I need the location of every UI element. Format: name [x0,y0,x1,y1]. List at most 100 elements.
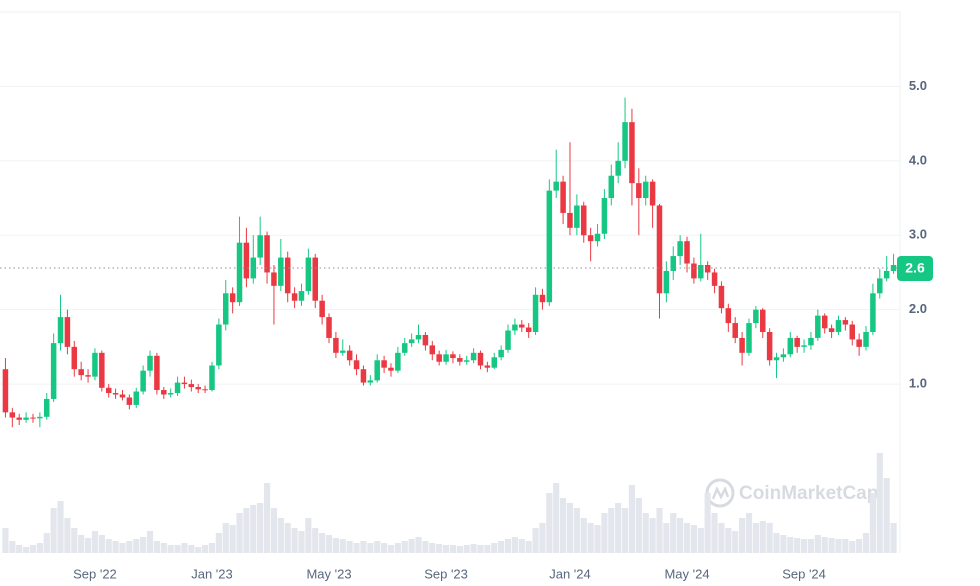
volume-bar [380,543,388,553]
volume-bar [553,483,560,553]
y-tick-label: 4.0 [909,152,927,167]
candle-body [222,293,229,325]
candle-body [580,205,587,236]
candle-body [112,393,119,395]
candle-body [71,346,78,370]
candle-body [367,380,374,383]
candle-body [243,242,250,279]
candle-body [167,393,174,395]
volume-bar [511,537,519,553]
candle-body [773,357,780,361]
volume-bar [188,545,195,553]
candle-body [9,412,16,418]
candle-body [284,257,291,294]
volume-bar [250,505,257,553]
candle-body [794,337,800,347]
volume-bar [849,541,856,553]
volume-bar [876,453,883,553]
volume-bar [670,513,677,553]
candle-body [326,317,332,338]
volume-bar [181,543,188,553]
volume-bar [222,523,229,553]
volume-bar [408,539,415,553]
volume-bar [422,541,429,553]
candle-body [140,370,146,392]
volume-bar [463,545,470,553]
candles [2,97,897,428]
volume-bar [78,535,85,553]
candle-body [835,320,842,332]
volume-bar [153,541,161,553]
volume-bar [794,538,801,553]
candle-body [842,320,849,325]
volume-bar [642,513,649,553]
candle-body [587,235,594,242]
candle-body [195,387,201,390]
volume-bar [236,513,243,553]
candle-body [229,293,236,303]
candle-body [161,390,167,395]
volume-bar [842,539,849,553]
candle-body [202,389,208,391]
candle-body [505,330,511,350]
volume-bar [387,545,395,553]
candle-body [787,337,794,355]
volume-bar [883,478,890,553]
volume-bars [2,453,897,553]
candle-body [849,324,856,340]
volume-bar [498,541,505,553]
x-tick-label: Sep '23 [424,566,468,581]
volume-bar [449,545,457,553]
candle-body [133,391,140,405]
candle-body [360,369,367,383]
volume-bar [270,508,278,553]
candle-body [636,183,642,199]
x-tick-label: Sep '22 [73,566,117,581]
volume-bar [649,518,656,553]
candle-body [126,397,133,405]
candle-body [808,337,814,346]
candle-body [422,334,429,346]
volume-bar [697,528,704,553]
candle-body [305,257,312,292]
candle-body [236,242,243,303]
candle-body [608,175,615,199]
candle-body [491,357,498,368]
volume-bar [277,518,284,553]
candle-body [656,205,663,294]
volume-bar [566,503,574,553]
volume-bar [690,525,698,553]
volume-bar [814,535,821,553]
volume-bar [201,545,209,553]
volume-bar [615,503,622,553]
candle-body [863,331,869,347]
candle-body [484,365,491,368]
volume-bar [2,528,9,553]
candle-body [629,122,635,184]
y-tick-label: 5.0 [909,78,927,93]
volume-bar [787,537,794,553]
candle-body [346,350,353,361]
volume-bar [429,543,436,553]
volume-bar [415,537,422,553]
volume-bar [229,525,236,553]
volume-bar [539,523,546,553]
volume-bar [477,545,484,553]
candle-body [732,323,738,338]
volume-bar [112,541,119,553]
candle-body [443,354,449,362]
last-price-label: 2.6 [905,260,925,276]
volume-bar [704,493,711,553]
candle-body [663,270,670,294]
volume-bar [394,543,401,553]
volume-bar [587,523,594,553]
volume-bar [339,539,346,553]
candle-body [704,265,711,273]
candle-body [670,256,677,271]
candle-body [374,360,380,381]
volume-bar [677,518,684,553]
volume-bar [800,539,808,553]
candle-body [105,387,112,394]
candle-body [78,369,84,376]
candle-body [388,367,394,371]
